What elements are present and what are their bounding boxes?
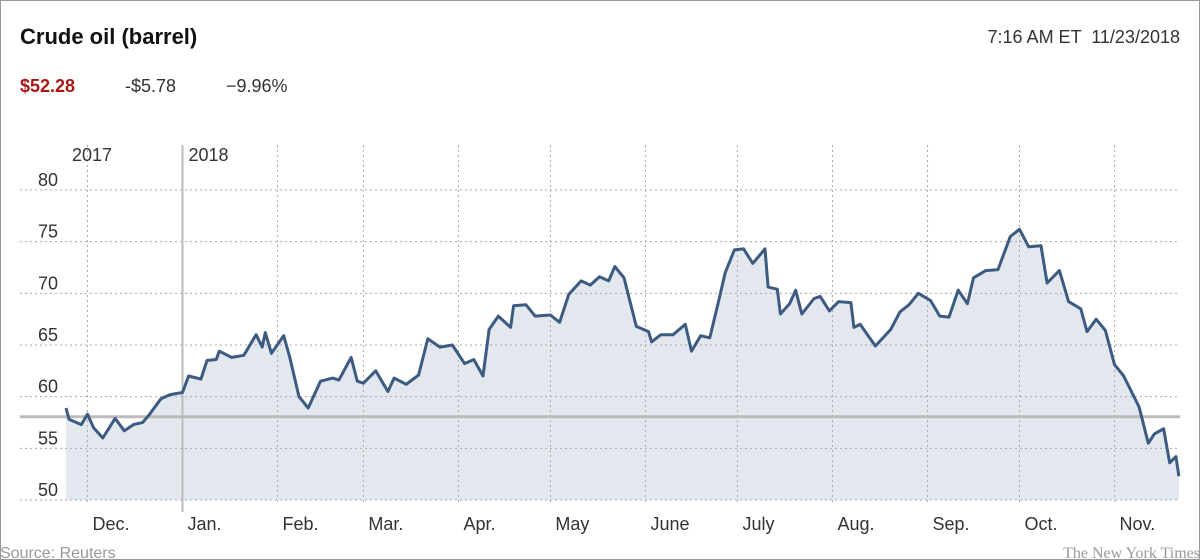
- x-tick-label: July: [742, 514, 774, 534]
- credit: The New York Times: [1063, 545, 1200, 560]
- source: Source: Reuters: [0, 545, 116, 560]
- y-tick-label: 50: [38, 480, 58, 500]
- chart-title: Crude oil (barrel): [20, 24, 197, 49]
- price: $52.28: [20, 76, 75, 96]
- x-tick-label: Oct.: [1025, 514, 1058, 534]
- x-tick-label: May: [555, 514, 589, 534]
- change: -$5.78: [125, 76, 176, 96]
- x-tick-label: Sep.: [933, 514, 970, 534]
- timestamp: 7:16 AM ET 11/23/2018: [988, 27, 1180, 47]
- y-tick-label: 65: [38, 325, 58, 345]
- x-tick-label: Aug.: [837, 514, 874, 534]
- year-label: 2017: [72, 145, 112, 165]
- y-tick-label: 75: [38, 222, 58, 242]
- year-label: 2018: [189, 145, 229, 165]
- x-tick-label: Mar.: [368, 514, 403, 534]
- y-tick-label: 55: [38, 428, 58, 448]
- x-tick-label: Apr.: [463, 514, 495, 534]
- y-tick-label: 80: [38, 170, 58, 190]
- x-tick-label: June: [650, 514, 689, 534]
- x-tick-label: Nov.: [1120, 514, 1156, 534]
- y-tick-label: 60: [38, 377, 58, 397]
- change-percent: −9.96%: [226, 76, 288, 96]
- x-tick-label: Feb.: [283, 514, 319, 534]
- y-tick-label: 70: [38, 273, 58, 293]
- x-tick-label: Dec.: [92, 514, 129, 534]
- area: [66, 229, 1179, 501]
- x-tick-label: Jan.: [188, 514, 222, 534]
- price-line: [64, 227, 1181, 477]
